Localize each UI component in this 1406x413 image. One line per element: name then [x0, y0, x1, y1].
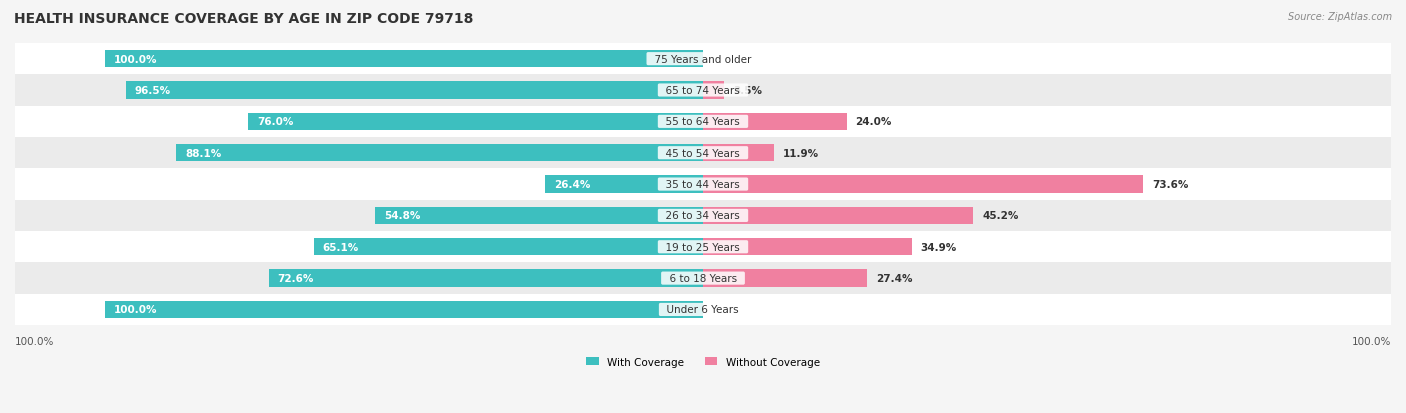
- Text: 75 Years and older: 75 Years and older: [648, 55, 758, 64]
- Bar: [125, 82, 703, 100]
- Bar: [15, 232, 1391, 263]
- Text: 100.0%: 100.0%: [114, 55, 157, 64]
- Bar: [269, 270, 703, 287]
- Bar: [15, 294, 1391, 325]
- Text: 26 to 34 Years: 26 to 34 Years: [659, 211, 747, 221]
- Bar: [546, 176, 703, 193]
- Text: 6 to 18 Years: 6 to 18 Years: [662, 273, 744, 283]
- Text: 27.4%: 27.4%: [876, 273, 912, 283]
- Bar: [15, 263, 1391, 294]
- Text: HEALTH INSURANCE COVERAGE BY AGE IN ZIP CODE 79718: HEALTH INSURANCE COVERAGE BY AGE IN ZIP …: [14, 12, 474, 26]
- Text: 19 to 25 Years: 19 to 25 Years: [659, 242, 747, 252]
- Text: 55 to 64 Years: 55 to 64 Years: [659, 117, 747, 127]
- Text: 100.0%: 100.0%: [15, 336, 55, 346]
- Bar: [703, 176, 1143, 193]
- Text: 96.5%: 96.5%: [135, 86, 170, 96]
- Text: 88.1%: 88.1%: [186, 148, 221, 158]
- Bar: [703, 239, 912, 256]
- Text: 11.9%: 11.9%: [783, 148, 820, 158]
- Bar: [703, 270, 868, 287]
- Legend: With Coverage, Without Coverage: With Coverage, Without Coverage: [582, 353, 824, 371]
- Text: 34.9%: 34.9%: [921, 242, 957, 252]
- Text: 100.0%: 100.0%: [1351, 336, 1391, 346]
- Text: 26.4%: 26.4%: [554, 180, 591, 190]
- Bar: [15, 200, 1391, 232]
- Text: 24.0%: 24.0%: [856, 117, 891, 127]
- Text: Under 6 Years: Under 6 Years: [661, 305, 745, 315]
- Bar: [15, 75, 1391, 107]
- Bar: [15, 138, 1391, 169]
- Text: 65 to 74 Years: 65 to 74 Years: [659, 86, 747, 96]
- Text: 54.8%: 54.8%: [384, 211, 420, 221]
- Bar: [15, 44, 1391, 75]
- Text: 65.1%: 65.1%: [322, 242, 359, 252]
- Text: 73.6%: 73.6%: [1153, 180, 1188, 190]
- Bar: [15, 107, 1391, 138]
- Bar: [703, 145, 775, 162]
- Bar: [314, 239, 703, 256]
- Text: 72.6%: 72.6%: [277, 273, 314, 283]
- Text: 3.5%: 3.5%: [733, 86, 762, 96]
- Bar: [703, 207, 973, 225]
- Text: 35 to 44 Years: 35 to 44 Years: [659, 180, 747, 190]
- Text: 45.2%: 45.2%: [983, 211, 1019, 221]
- Bar: [104, 51, 703, 68]
- Text: 45 to 54 Years: 45 to 54 Years: [659, 148, 747, 158]
- Text: 76.0%: 76.0%: [257, 117, 294, 127]
- Bar: [249, 114, 703, 131]
- Text: Source: ZipAtlas.com: Source: ZipAtlas.com: [1288, 12, 1392, 22]
- Bar: [703, 82, 724, 100]
- Text: 100.0%: 100.0%: [114, 305, 157, 315]
- Bar: [375, 207, 703, 225]
- Bar: [104, 301, 703, 318]
- Bar: [176, 145, 703, 162]
- Bar: [15, 169, 1391, 200]
- Bar: [703, 114, 846, 131]
